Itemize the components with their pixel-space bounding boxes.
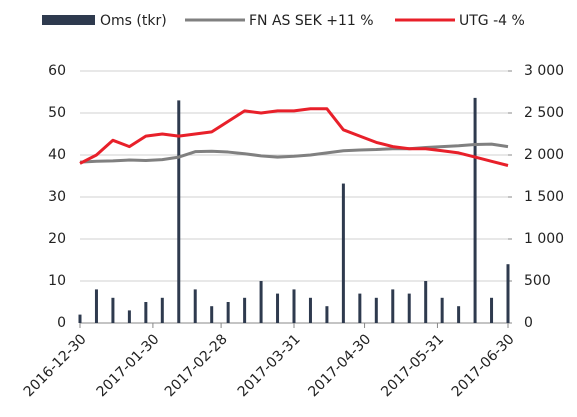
legend-label: UTG -4 % — [459, 13, 525, 29]
bar — [144, 302, 148, 323]
bar — [473, 97, 477, 323]
y-tick-label: 20 — [48, 231, 66, 247]
bar — [325, 306, 329, 323]
bar — [243, 297, 247, 323]
y-tick-label: 50 — [48, 105, 66, 121]
bar — [374, 297, 378, 323]
line — [79, 142, 509, 164]
y-tick-label: 10 — [48, 273, 66, 289]
line — [79, 107, 509, 167]
y2-tick-label: 3 000 — [524, 63, 564, 79]
bar — [210, 306, 214, 323]
y2-tick-label: 500 — [524, 273, 551, 289]
x-tick-label: 2017-04-30 — [305, 331, 374, 400]
bar — [276, 293, 280, 323]
bar — [391, 289, 395, 323]
y2-tick-label: 2 000 — [524, 147, 564, 163]
y2-tick-label: 0 — [524, 315, 533, 331]
y-tick-label: 60 — [48, 63, 66, 79]
bar — [78, 314, 82, 323]
bar — [506, 264, 510, 323]
bar — [292, 289, 296, 323]
x-tick-label: 2017-03-31 — [235, 331, 304, 400]
x-tick-label: 2017-02-28 — [162, 331, 231, 400]
x-tick-label: 2017-05-31 — [378, 331, 447, 400]
bar — [111, 297, 115, 323]
bar — [308, 297, 312, 323]
x-tick-label: 2017-01-30 — [94, 331, 163, 400]
bar — [259, 281, 263, 323]
y-tick-label: 40 — [48, 147, 66, 163]
bar — [160, 297, 164, 323]
bar — [440, 297, 444, 323]
y-tick-label: 30 — [48, 189, 66, 205]
bar — [94, 289, 98, 323]
x-tick-label: 2017-06-30 — [449, 331, 518, 400]
legend-label: Oms (tkr) — [100, 13, 167, 29]
y2-tick-label: 1 500 — [524, 189, 564, 205]
bar — [226, 302, 230, 323]
bar — [407, 293, 411, 323]
bar — [424, 281, 428, 323]
bar — [490, 297, 494, 323]
bar — [177, 100, 181, 324]
bar — [127, 310, 131, 323]
legend-label: FN AS SEK +11 % — [249, 13, 374, 29]
bar — [358, 293, 362, 323]
bar — [341, 183, 345, 323]
x-tick-label: 2016-12-30 — [21, 331, 90, 400]
legend-swatch — [42, 15, 95, 25]
y2-tick-label: 2 500 — [524, 105, 564, 121]
y2-tick-label: 1 000 — [524, 231, 564, 247]
y-tick-label: 0 — [57, 315, 66, 331]
bar — [193, 289, 197, 323]
bar — [457, 306, 461, 323]
